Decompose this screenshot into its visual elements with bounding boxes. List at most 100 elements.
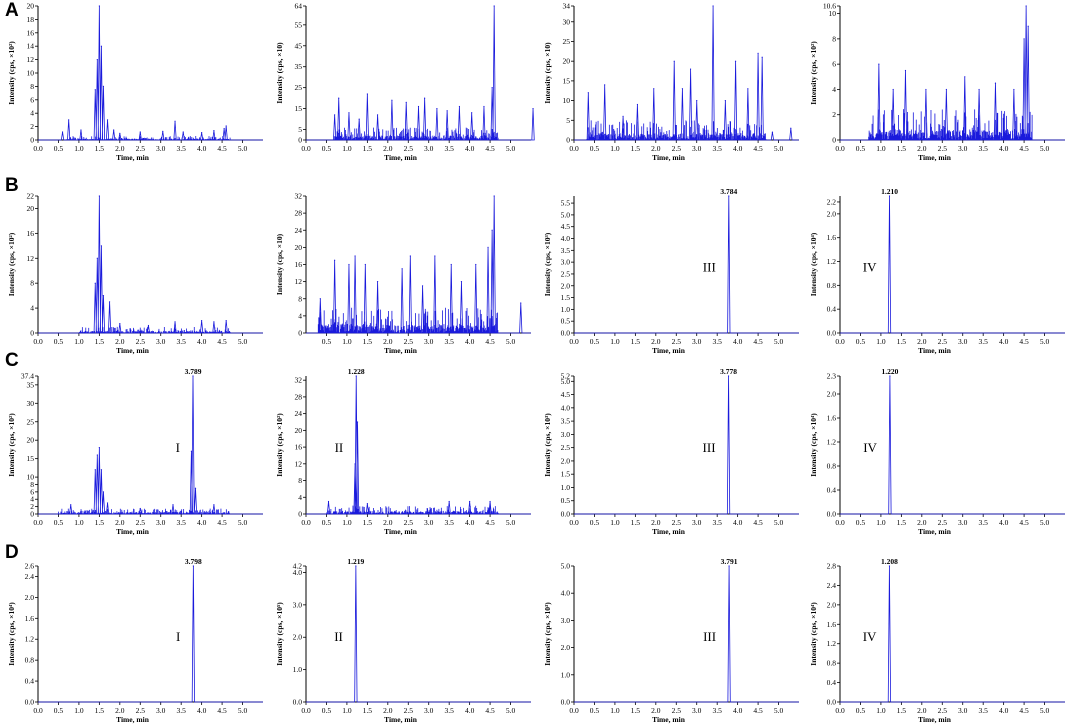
peak-point <box>334 114 336 116</box>
x-tick-label: 3.5 <box>712 518 722 527</box>
peak-point <box>213 130 215 132</box>
x-tick-label: 1.0 <box>876 518 886 527</box>
x-tick-label: 3.0 <box>958 337 968 346</box>
y-tick-label: 10 <box>27 69 35 78</box>
peak-point <box>491 87 493 89</box>
y-tick-label: 4.5 <box>561 390 571 399</box>
x-tick-label: 0.5 <box>856 144 866 153</box>
y-tick-label: 2.5 <box>561 443 571 452</box>
y-tick-label: 15 <box>295 104 303 113</box>
x-axis-label: Time, min <box>116 153 150 162</box>
y-tick-label: 0.8 <box>827 659 837 668</box>
y-tick-label: 20 <box>295 426 303 435</box>
x-tick-label: 0.0 <box>835 337 845 346</box>
x-tick-label: 4.0 <box>999 706 1009 715</box>
x-tick-label: 1.0 <box>74 706 84 715</box>
peak-point <box>673 60 675 62</box>
y-tick-label: 2.0 <box>561 281 571 290</box>
compound-label: I <box>176 440 180 455</box>
y-tick-label: 32 <box>295 192 303 201</box>
x-tick-label: 2.5 <box>938 337 948 346</box>
x-tick-label: 3.0 <box>692 518 702 527</box>
x-tick-label: 1.5 <box>897 144 907 153</box>
chromatogram-trace <box>574 565 799 703</box>
chromatogram-panel-D4: 0.0 0.5 1.0 1.5 2.0 2.5 3.0 3.5 4.0 4.5 5.0 0.0 0.4 0… <box>809 557 1065 724</box>
x-tick-label: 2.0 <box>917 144 927 153</box>
x-tick-label: 0.5 <box>54 518 64 527</box>
x-tick-label: 0.0 <box>569 337 579 346</box>
peak-point <box>223 128 225 130</box>
x-tick-label: 1.0 <box>74 518 84 527</box>
x-tick-label: 0.0 <box>301 706 311 715</box>
x-tick-label: 2.0 <box>917 518 927 527</box>
x-tick-label: 3.5 <box>176 337 186 346</box>
x-tick-label: 3.5 <box>444 144 454 153</box>
chromatogram-panel-D2: 0.0 0.5 1.0 1.5 2.0 2.5 3.0 3.5 4.0 4.5 5.0 0.0 1.0 2… <box>275 557 531 724</box>
x-tick-label: 3.5 <box>176 706 186 715</box>
peak-point <box>98 195 100 197</box>
x-tick-label: 3.0 <box>692 144 702 153</box>
x-tick-label: 3.0 <box>692 337 702 346</box>
x-tick-label: 4.5 <box>485 706 495 715</box>
x-tick-label: 5.0 <box>774 518 784 527</box>
peak-point <box>469 500 471 503</box>
y-tick-label: 28 <box>295 392 303 401</box>
peak-point <box>139 131 141 133</box>
compound-label: II <box>334 629 343 644</box>
x-tick-label: 0.0 <box>301 144 311 153</box>
x-tick-label: 4.5 <box>217 144 227 153</box>
peak-point <box>727 375 730 377</box>
x-tick-label: 0.5 <box>322 706 332 715</box>
y-axis-label: Intensity (cps, ×10⁵) <box>275 602 284 666</box>
peak-point <box>483 105 485 108</box>
peak-point <box>493 195 495 197</box>
y-tick-label: 1.2 <box>25 635 35 644</box>
peak-point <box>201 319 203 322</box>
y-tick-label: 24 <box>295 226 303 235</box>
peak-point <box>96 454 98 456</box>
x-tick-label: 2.5 <box>672 337 682 346</box>
chromatogram-trace <box>574 195 799 334</box>
peak-point <box>102 491 105 493</box>
peak-point <box>106 502 109 504</box>
x-tick-label: 1.0 <box>342 144 352 153</box>
y-tick-label: 34 <box>563 2 571 11</box>
compound-label: IV <box>863 440 877 455</box>
x-tick-label: 4.0 <box>197 518 207 527</box>
x-tick-label: 2.0 <box>651 518 661 527</box>
y-axis-label: Intensity (cps, ×10²) <box>809 41 818 105</box>
y-tick-label: 4.5 <box>561 222 571 231</box>
peak-point <box>192 565 194 567</box>
y-tick-label: 0.0 <box>561 329 571 338</box>
y-axis-label: Intensity (cps, ×10) <box>275 42 284 104</box>
peak-point <box>364 263 366 266</box>
x-tick-label: 1.5 <box>631 518 641 527</box>
y-axis-label: Intensity (cps, ×10) <box>543 42 552 104</box>
y-tick-label: 4 <box>30 304 34 313</box>
x-tick-label: 0.5 <box>856 337 866 346</box>
y-tick-label: 0.4 <box>827 486 837 495</box>
peak-point <box>409 255 411 257</box>
x-tick-label: 2.5 <box>136 518 146 527</box>
peak-point <box>348 263 350 266</box>
x-axis-label: Time, min <box>384 153 418 162</box>
chromatogram-trace <box>38 5 263 141</box>
chromatogram-trace <box>574 5 799 141</box>
peak-point <box>728 195 730 197</box>
y-tick-label: 22 <box>27 192 35 201</box>
peak-point <box>334 259 336 261</box>
peak-point <box>147 324 150 327</box>
y-tick-label: 0 <box>30 510 34 519</box>
x-tick-label: 4.5 <box>217 518 227 527</box>
x-axis-label: Time, min <box>116 346 150 355</box>
x-axis-label: Time, min <box>116 715 150 724</box>
peak-point <box>475 263 477 266</box>
y-axis-label: Intensity (cps, ×10⁴) <box>7 602 16 666</box>
peak-point <box>724 99 726 102</box>
x-tick-label: 0.5 <box>54 706 64 715</box>
x-tick-label: 3.5 <box>712 144 722 153</box>
y-tick-label: 4 <box>30 109 34 118</box>
y-tick-label: 5.5 <box>561 199 571 208</box>
peak-point <box>376 281 379 283</box>
chromatogram-panel-A1: 0.0 0.5 1.0 1.5 2.0 2.5 3.0 3.5 4.0 4.5 5.0 0 2 4 6 8 10… <box>7 2 263 162</box>
